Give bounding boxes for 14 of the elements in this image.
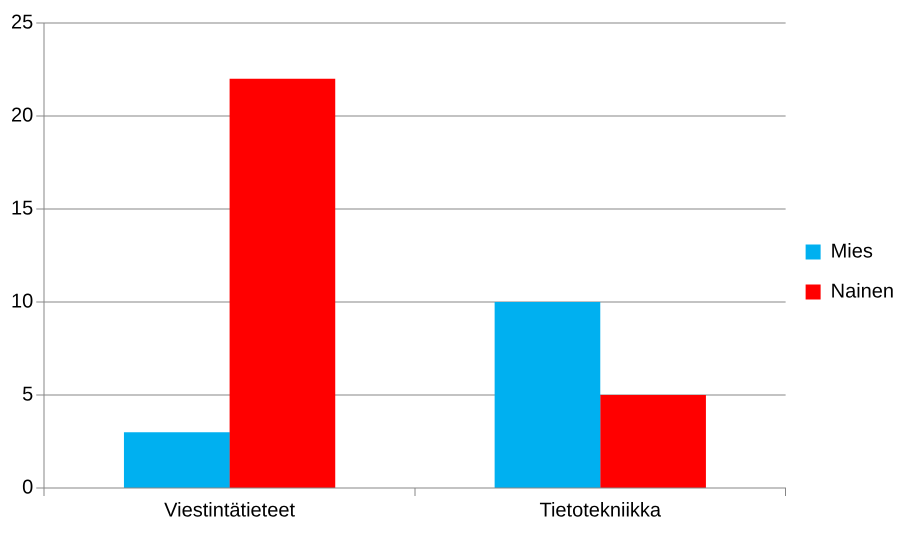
bar [600, 395, 706, 488]
x-tick-label: Viestintätieteet [164, 500, 296, 522]
bar [230, 78, 336, 488]
bar [124, 432, 230, 488]
legend-label: Mies [830, 240, 873, 263]
y-tick-label: 25 [10, 12, 34, 34]
x-tick-label: Tietotekniikka [540, 500, 662, 522]
y-tick-label: 5 [22, 384, 34, 406]
y-tick-label: 0 [22, 476, 34, 499]
y-tick-label: 20 [10, 104, 34, 127]
bar [494, 302, 600, 488]
y-tick-label: 15 [10, 198, 34, 220]
legend-label: Nainen [830, 280, 894, 303]
y-tick-label: 10 [10, 290, 34, 313]
